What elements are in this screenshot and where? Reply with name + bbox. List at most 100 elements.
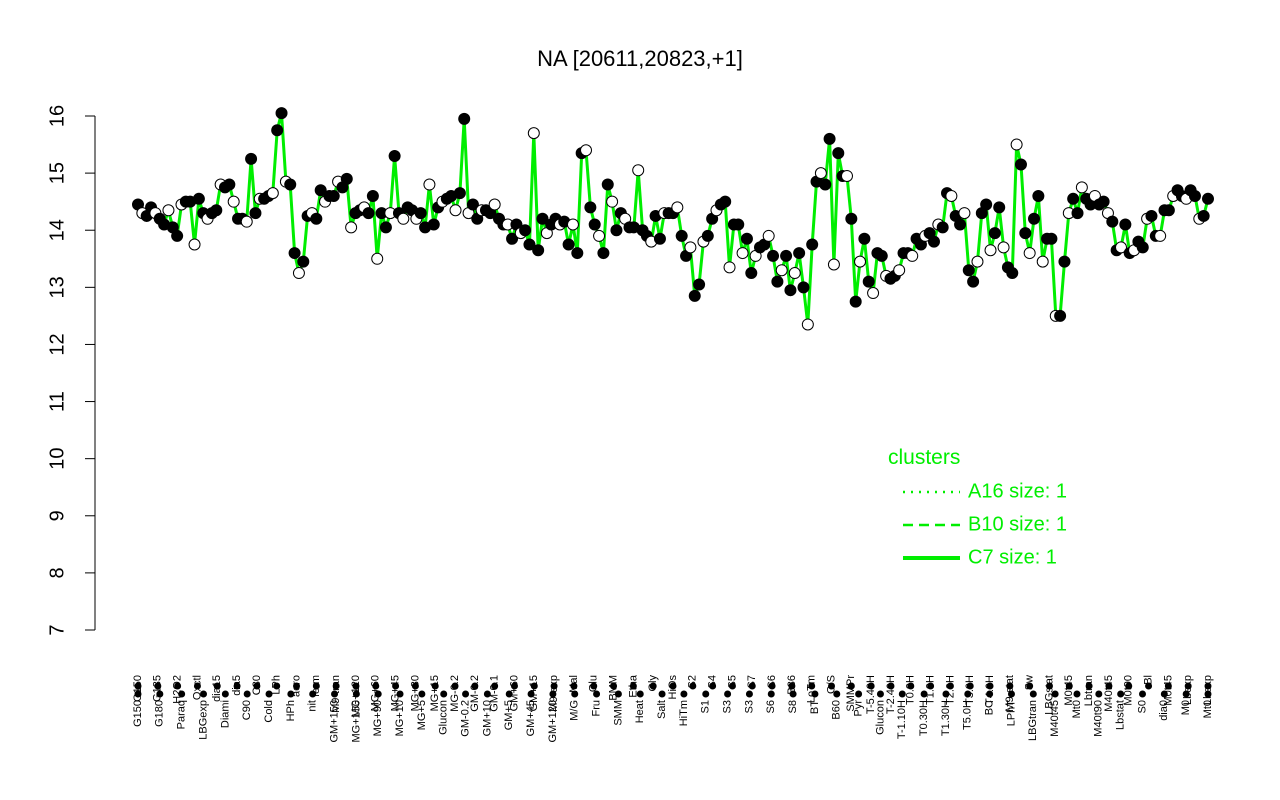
data-point bbox=[288, 247, 301, 260]
x-rug-mark bbox=[1125, 682, 1133, 690]
data-point bbox=[532, 244, 545, 257]
data-point bbox=[827, 258, 840, 271]
x-rug-mark bbox=[1160, 690, 1168, 698]
x-tick-label: Lbstat bbox=[1115, 700, 1127, 730]
x-tick-label: C90 bbox=[241, 700, 253, 720]
data-point bbox=[610, 224, 623, 237]
data-point bbox=[397, 212, 410, 225]
x-tick-label: T5.0H bbox=[962, 700, 974, 730]
data-point bbox=[980, 198, 993, 211]
x-rug-mark bbox=[876, 690, 884, 698]
x-tick-label: MG+10 bbox=[394, 700, 406, 736]
x-rug-mark bbox=[986, 690, 994, 698]
data-point bbox=[840, 169, 853, 182]
x-rug-mark bbox=[811, 690, 819, 698]
data-point bbox=[523, 238, 536, 251]
x-tick-label: S8 bbox=[787, 700, 799, 713]
data-point bbox=[971, 255, 984, 268]
data-point bbox=[723, 261, 736, 274]
x-rug-mark bbox=[614, 690, 622, 698]
x-tick-label: Glucon bbox=[438, 700, 450, 735]
x-tick-label: T4.0H bbox=[984, 675, 996, 705]
x-rug-mark bbox=[134, 682, 142, 690]
x-rug-mark bbox=[1007, 690, 1015, 698]
x-rug-mark bbox=[392, 682, 400, 690]
x-rug-mark bbox=[702, 690, 710, 698]
x-rug-mark bbox=[808, 682, 816, 690]
data-point bbox=[988, 227, 1001, 240]
x-rug-mark bbox=[550, 682, 558, 690]
x-rug-mark bbox=[828, 682, 836, 690]
data-point bbox=[736, 247, 749, 260]
data-point bbox=[606, 195, 619, 208]
data-point bbox=[632, 164, 645, 177]
data-point bbox=[701, 229, 714, 242]
x-rug-mark bbox=[193, 682, 201, 690]
x-tick-label: S3 bbox=[743, 700, 755, 713]
x-rug-mark bbox=[1204, 682, 1212, 690]
legend: clusters A16 size: 1 B10 size: 1 C7 size: … bbox=[888, 446, 1067, 568]
x-rug-mark bbox=[1006, 682, 1014, 690]
x-tick-label: GM-0.2 bbox=[459, 700, 471, 737]
x-rug-mark bbox=[946, 682, 954, 690]
data-point bbox=[414, 207, 427, 220]
x-rug-mark bbox=[571, 690, 579, 698]
x-rug-mark bbox=[590, 682, 598, 690]
x-tick-label: Paraq bbox=[176, 700, 188, 729]
data-point bbox=[1202, 192, 1214, 205]
x-tick-label: Pyr bbox=[853, 700, 865, 717]
x-tick-label: Lbexp bbox=[1182, 675, 1194, 705]
data-point bbox=[427, 218, 440, 231]
x-tick-label: SMMPr bbox=[845, 675, 857, 712]
x-rug-mark bbox=[200, 690, 208, 698]
data-point bbox=[1075, 181, 1088, 194]
x-tick-label: LPhT bbox=[1005, 700, 1017, 727]
data-point bbox=[1006, 267, 1019, 280]
data-point bbox=[849, 295, 862, 308]
x-rug-mark bbox=[789, 690, 797, 698]
data-point bbox=[571, 247, 584, 260]
x-rug-mark bbox=[964, 690, 972, 698]
chart-title: NA [20611,20823,+1] bbox=[537, 46, 743, 71]
x-rug-mark bbox=[1065, 682, 1073, 690]
x-tick-label: S6 bbox=[765, 700, 777, 713]
x-tick-label: Mt0 bbox=[1071, 700, 1083, 718]
data-point bbox=[597, 247, 610, 260]
x-rug-mark bbox=[1095, 690, 1103, 698]
x-rug-mark bbox=[440, 690, 448, 698]
data-point bbox=[814, 167, 827, 180]
data-point bbox=[762, 229, 775, 242]
x-rug-mark bbox=[156, 690, 164, 698]
x-rug-mark bbox=[471, 682, 479, 690]
x-tick-label: T3.0H bbox=[964, 675, 976, 705]
data-point bbox=[867, 287, 880, 300]
x-rug-mark bbox=[287, 690, 295, 698]
x-tick-label: nit bbox=[307, 700, 319, 712]
data-point bbox=[240, 215, 253, 228]
data-point bbox=[171, 229, 184, 242]
data-point bbox=[997, 241, 1010, 254]
data-point bbox=[767, 249, 780, 262]
data-point bbox=[819, 178, 832, 191]
x-tick-label: G150 bbox=[132, 700, 144, 727]
data-point bbox=[797, 281, 810, 294]
x-tick-label: Cold bbox=[263, 700, 275, 723]
x-tick-label: MG+90 bbox=[372, 700, 384, 736]
data-point bbox=[275, 107, 288, 120]
data-point bbox=[823, 132, 836, 145]
data-point bbox=[967, 275, 980, 288]
x-tick-label: SMM bbox=[612, 700, 624, 726]
x-tick-label: M0t45 bbox=[1063, 675, 1075, 706]
data-point bbox=[1045, 232, 1058, 245]
y-tick-label: 11 bbox=[46, 391, 68, 412]
x-tick-label: G180 bbox=[154, 700, 166, 727]
x-rug-mark bbox=[745, 690, 753, 698]
data-point bbox=[1014, 158, 1027, 171]
data-point bbox=[784, 284, 797, 297]
x-rug-mark bbox=[1051, 690, 1059, 698]
data-point bbox=[519, 224, 532, 237]
x-rug-mark bbox=[1026, 682, 1034, 690]
legend-label: C7 size: 1 bbox=[968, 546, 1057, 568]
x-rug-mark bbox=[431, 682, 439, 690]
x-rug-mark bbox=[154, 682, 162, 690]
